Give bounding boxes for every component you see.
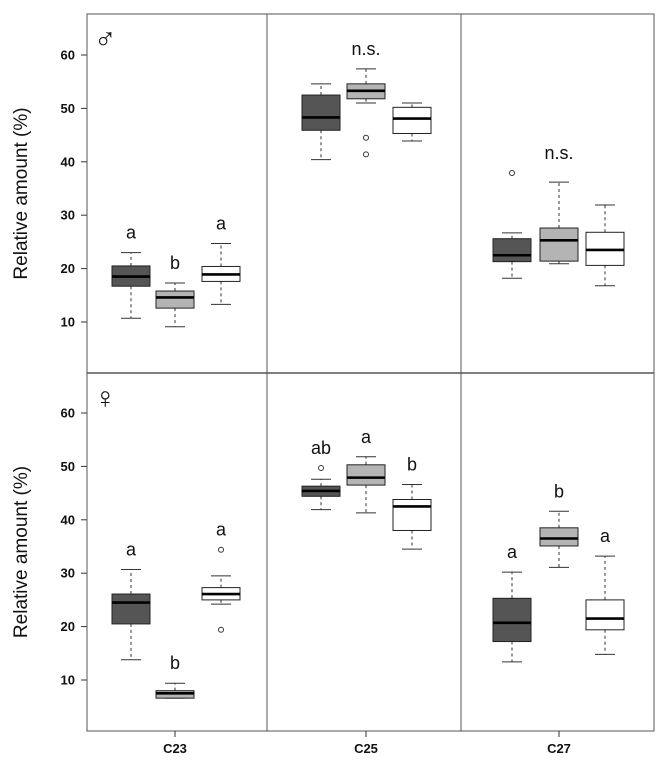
box-dark-grey (492, 571, 532, 663)
box-white (201, 546, 241, 633)
box-white (585, 204, 625, 287)
outlier-point (509, 170, 515, 177)
outlier-point (363, 151, 369, 158)
female-symbol: ♀ (94, 382, 117, 415)
box-iqr (346, 464, 386, 486)
box-iqr (392, 499, 432, 531)
box-white (392, 484, 432, 550)
y-tick-label: 20 (61, 619, 75, 634)
y-tick-label: 10 (61, 673, 75, 688)
box-iqr (301, 94, 341, 131)
significance-letter: b (170, 653, 180, 673)
box-light-grey (539, 510, 579, 568)
box-light-grey (346, 68, 386, 158)
y-axis-label: Relative amount (%) (11, 107, 32, 279)
outlier-point (363, 134, 369, 141)
outlier-point (318, 465, 324, 472)
significance-label: n.s. (351, 39, 380, 59)
y-tick-label: 60 (61, 406, 75, 421)
box-iqr (155, 290, 195, 309)
significance-letter: a (126, 539, 137, 559)
box-dark-grey (111, 568, 151, 661)
box-dark-grey (301, 83, 341, 161)
box-dark-grey (301, 465, 341, 511)
x-category-label: C25 (354, 741, 378, 756)
y-tick-label: 30 (61, 566, 75, 581)
box-iqr (492, 238, 532, 263)
box-dark-grey (111, 252, 151, 319)
box-iqr (392, 106, 432, 134)
x-category-label: C23 (163, 741, 187, 756)
x-category-label: C27 (547, 741, 571, 756)
male-symbol: ♂ (94, 23, 117, 56)
significance-letter: a (216, 520, 227, 540)
significance-letter: b (407, 455, 417, 475)
significance-letter: a (361, 427, 372, 447)
y-tick-label: 50 (61, 101, 75, 116)
significance-letter: b (170, 253, 180, 273)
y-axis-label: Relative amount (%) (11, 466, 32, 638)
box-iqr (585, 599, 625, 631)
box-white (392, 102, 432, 142)
significance-letter: a (507, 542, 518, 562)
significance-letter: a (600, 526, 611, 546)
box-dark-grey (492, 170, 532, 279)
box-iqr (492, 597, 532, 643)
y-tick-label: 20 (61, 261, 75, 276)
y-tick-label: 40 (61, 154, 75, 169)
outlier-point (218, 546, 224, 553)
significance-letter: a (216, 214, 227, 234)
y-tick-label: 50 (61, 459, 75, 474)
box-iqr (539, 527, 579, 547)
box-white (585, 555, 625, 655)
significance-letter: ab (311, 438, 331, 458)
box-iqr (111, 593, 151, 625)
y-tick-label: 10 (61, 315, 75, 330)
box-iqr (539, 227, 579, 262)
outlier-point (218, 626, 224, 633)
y-tick-label: 30 (61, 208, 75, 223)
box-light-grey (155, 682, 195, 699)
significance-label: n.s. (544, 143, 573, 163)
y-tick-label: 60 (61, 48, 75, 63)
box-white (201, 243, 241, 305)
box-light-grey (539, 181, 579, 265)
box-light-grey (155, 282, 195, 328)
y-tick-label: 40 (61, 512, 75, 527)
significance-letter: a (126, 223, 137, 243)
significance-letter: b (554, 481, 564, 501)
box-light-grey (346, 456, 386, 514)
